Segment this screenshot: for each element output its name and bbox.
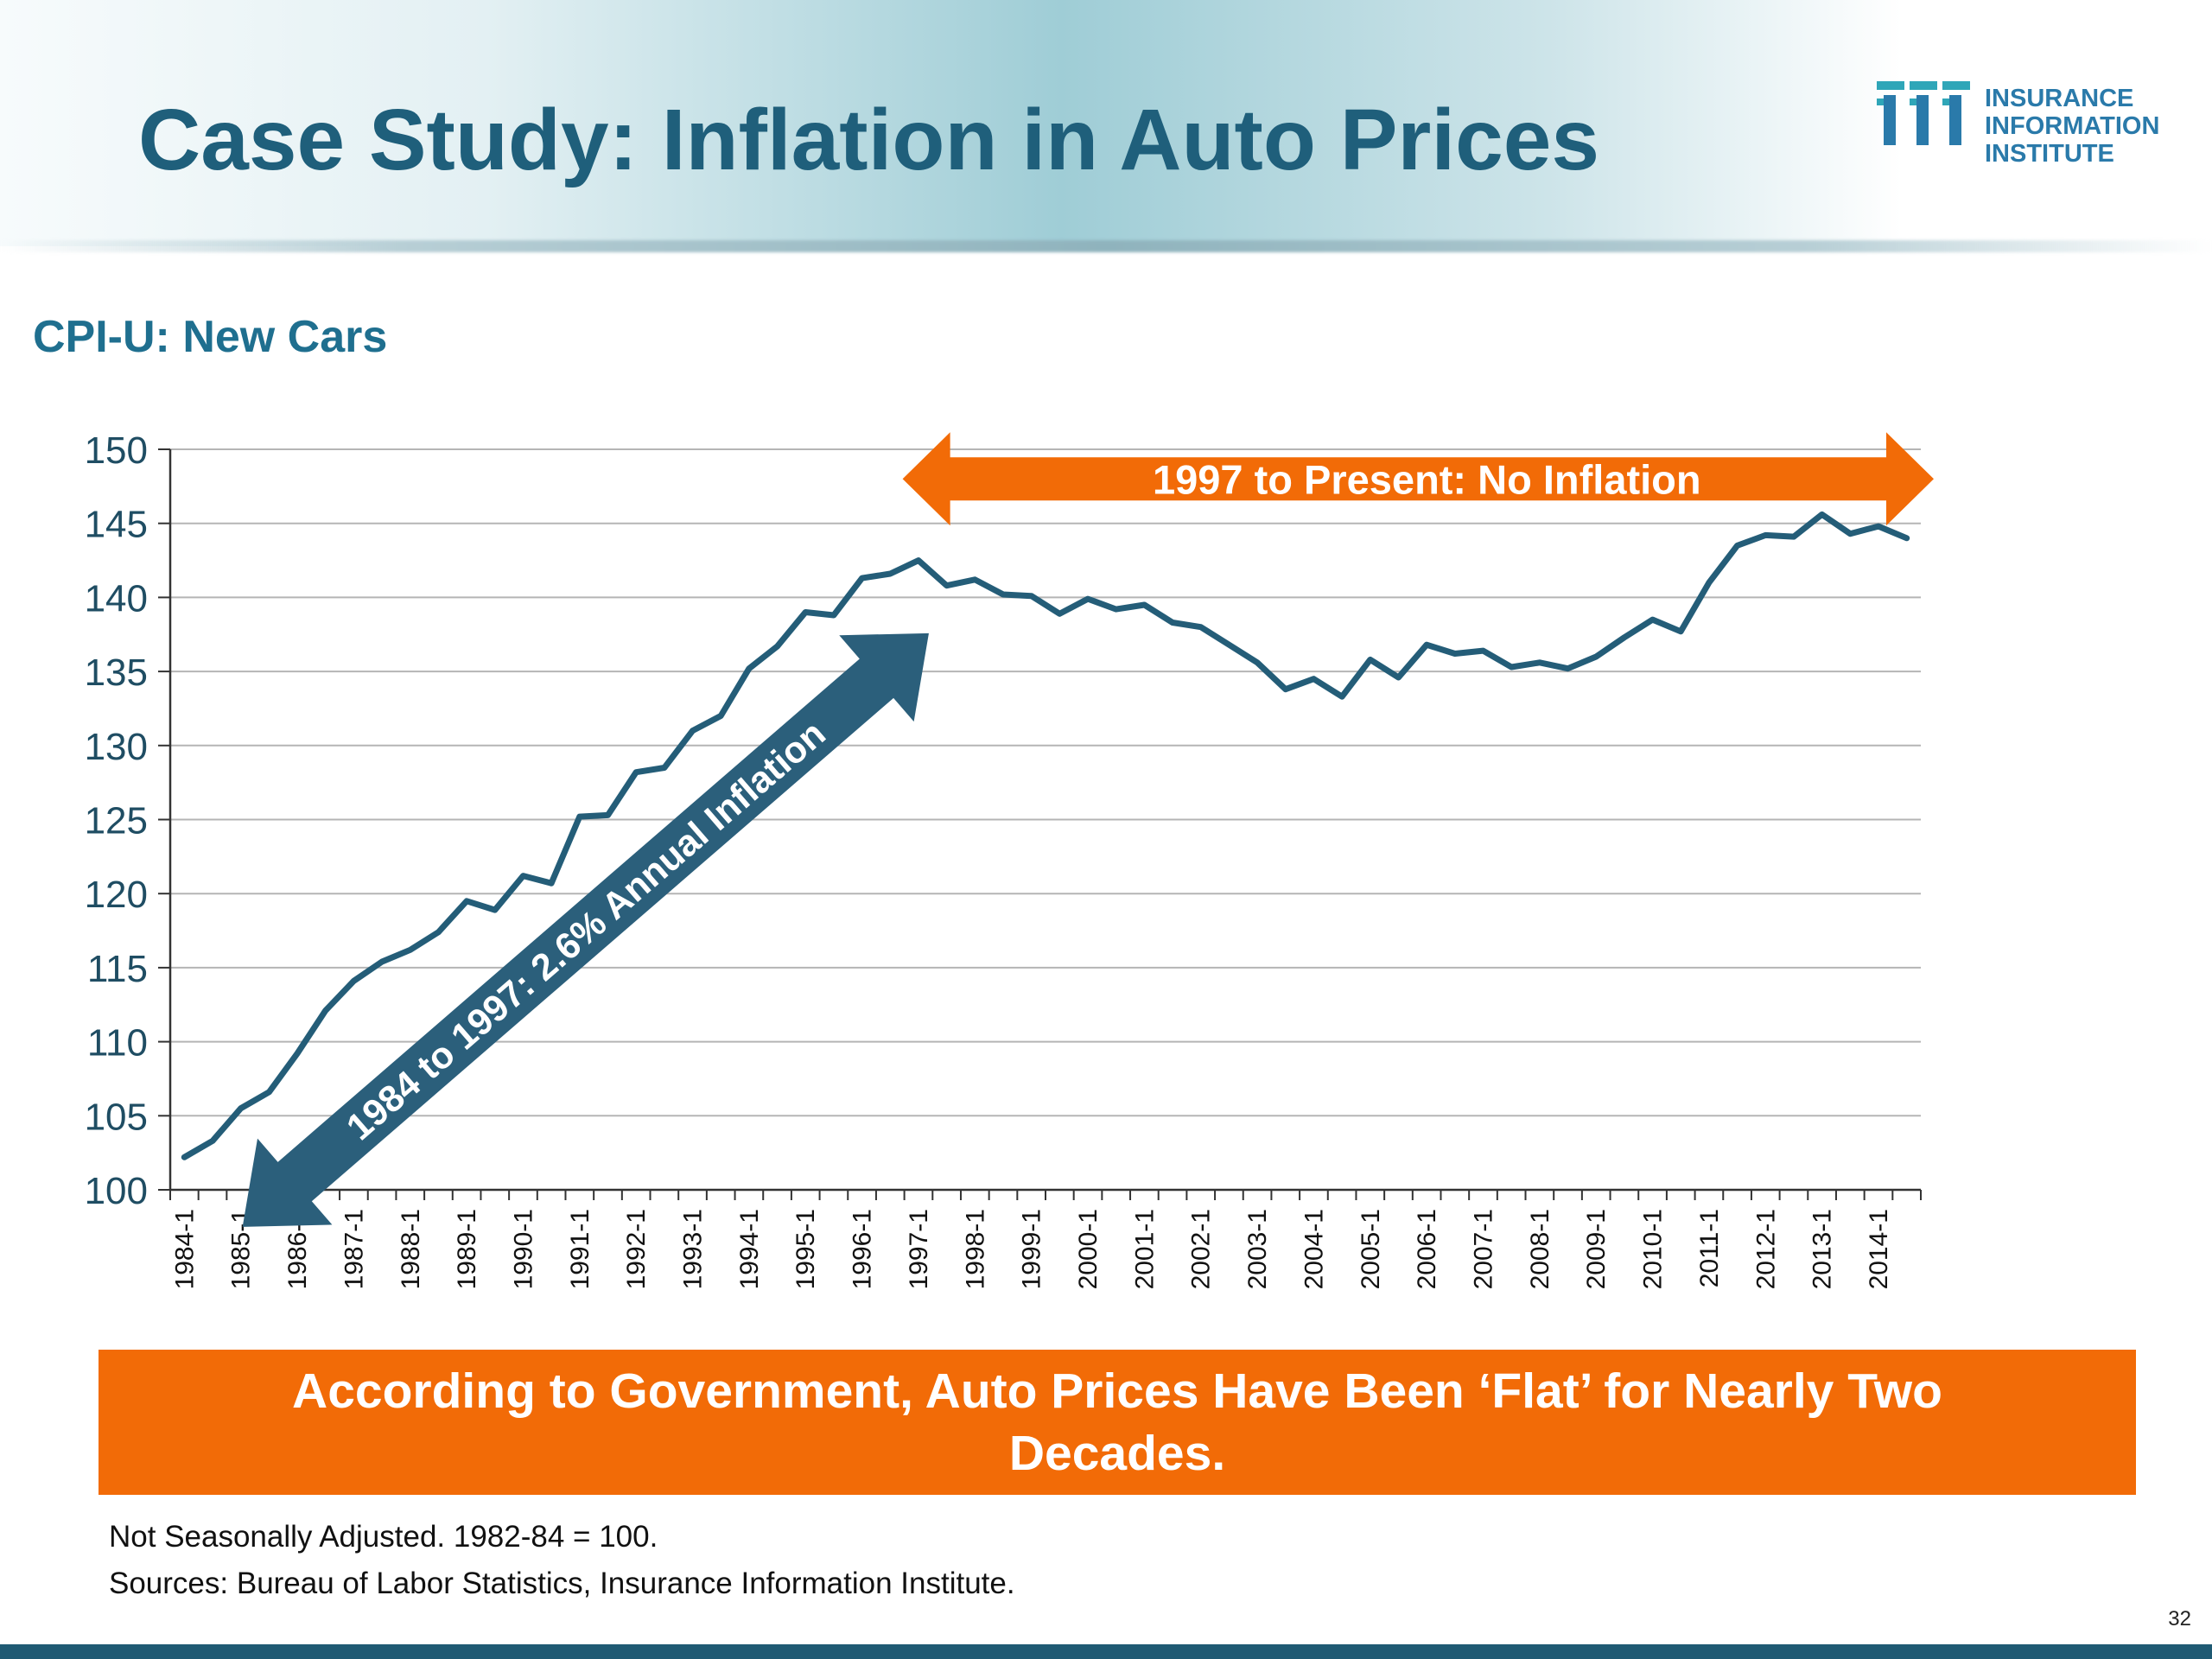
x-tick-label: 2012-1	[1751, 1209, 1780, 1289]
x-tick-label: 1987-1	[340, 1209, 368, 1289]
callout-line-1: According to Government, Auto Prices Hav…	[292, 1363, 1942, 1419]
x-tick-label: 1993-1	[679, 1209, 708, 1289]
page-number: 32	[2168, 1607, 2191, 1630]
y-tick-label: 150	[85, 429, 148, 472]
x-tick-label: 1999-1	[1018, 1209, 1046, 1289]
y-tick-label: 125	[85, 800, 148, 842]
x-tick-label: 1992-1	[622, 1209, 651, 1289]
no-inflation-arrow	[902, 432, 1934, 526]
series	[181, 511, 1910, 1160]
x-tick-label: 1998-1	[961, 1209, 989, 1289]
x-axis-tick-labels: 1984-1 1985-1 1986-1 1987-1 1988-1 1989-1 1990…	[170, 1209, 1893, 1289]
x-tick-label: 2007-1	[1470, 1209, 1498, 1289]
x-tick-label: 2003-1	[1243, 1209, 1272, 1289]
x-tick-label: 2014-1	[1865, 1209, 1893, 1289]
y-tick-label: 105	[85, 1096, 148, 1138]
y-tick-label: 145	[85, 504, 148, 546]
x-tick-label: 1988-1	[397, 1209, 425, 1289]
x-tick-label: 1997-1	[905, 1209, 933, 1289]
header-band	[0, 0, 2212, 246]
chart-title: CPI-U: New Cars	[33, 312, 388, 362]
x-tick-label: 1989-1	[453, 1209, 481, 1289]
gridlines	[170, 448, 1921, 1117]
axes	[158, 448, 1922, 1200]
footnotes: Not Seasonally Adjusted. 1982-84 = 100. …	[109, 1514, 1015, 1607]
annotations: 1997 to Present: No Inflation 1984 to 199…	[242, 432, 1934, 1227]
x-tick-label: 2013-1	[1808, 1209, 1837, 1289]
callout-banner: According to Government, Auto Prices Hav…	[99, 1350, 2136, 1495]
callout-line-2: Decades.	[1008, 1426, 1226, 1481]
x-tick-label: 2002-1	[1187, 1209, 1216, 1289]
y-tick-label: 135	[85, 652, 148, 694]
y-tick-label: 130	[85, 726, 148, 768]
x-tick-label: 1995-1	[791, 1209, 820, 1289]
y-axis-tick-labels: 100 105 110 115 120 125 130 135 140 145 150	[85, 429, 148, 1212]
x-tick-label: 2008-1	[1526, 1209, 1554, 1289]
iii-logo: INSURANCE INFORMATION INSTITUTE	[1877, 79, 2188, 175]
logo-line-3: INSTITUTE	[1985, 140, 2114, 168]
logo-wordmark: INSURANCE INFORMATION INSTITUTE	[1985, 85, 2159, 168]
footnote-adjustment: Not Seasonally Adjusted. 1982-84 = 100.	[109, 1520, 658, 1554]
inflation-label: 1984 to 1997: 2.6% Annual Inflation	[339, 713, 833, 1148]
header-divider	[0, 240, 2212, 252]
series-line-new-cars	[181, 511, 1910, 1160]
x-tick-label: 2004-1	[1300, 1209, 1328, 1289]
x-tick-label: 1990-1	[509, 1209, 537, 1289]
cpi-line-chart: 100 105 110 115 120 125 130 135 140 145 150 1984-1…	[85, 429, 1934, 1289]
footnote-sources: Sources: Bureau of Labor Statistics, Ins…	[109, 1567, 1015, 1600]
y-tick-label: 120	[85, 874, 148, 916]
inflation-arrow	[242, 632, 929, 1227]
x-tick-label: 1991-1	[566, 1209, 594, 1289]
x-tick-label: 2005-1	[1357, 1209, 1385, 1289]
x-tick-label: 2009-1	[1582, 1209, 1611, 1289]
x-tick-label: 2010-1	[1639, 1209, 1668, 1289]
logo-line-1: INSURANCE	[1985, 85, 2134, 112]
y-tick-label: 100	[85, 1170, 148, 1212]
x-tick-label: 1984-1	[170, 1209, 199, 1289]
slide-title: Case Study: Inflation in Auto Prices	[138, 92, 1599, 188]
x-tick-label: 1994-1	[735, 1209, 764, 1289]
x-tick-label: 2011-1	[1695, 1209, 1724, 1287]
iii-logo-icon	[1877, 81, 1970, 145]
y-tick-label: 110	[87, 1022, 148, 1065]
x-tick-label: 2001-1	[1130, 1209, 1159, 1289]
y-tick-label: 140	[85, 577, 148, 620]
y-tick-label: 115	[87, 948, 148, 990]
logo-line-2: INFORMATION	[1985, 112, 2160, 140]
footer-bar	[0, 1644, 2212, 1659]
inflation-arrow-group: 1984 to 1997: 2.6% Annual Inflation	[242, 632, 929, 1227]
x-tick-label: 2000-1	[1074, 1209, 1103, 1289]
x-tick-label: 2006-1	[1413, 1209, 1441, 1289]
no-inflation-label: 1997 to Present: No Inflation	[1153, 456, 1701, 502]
x-tick-label: 1996-1	[849, 1209, 877, 1289]
